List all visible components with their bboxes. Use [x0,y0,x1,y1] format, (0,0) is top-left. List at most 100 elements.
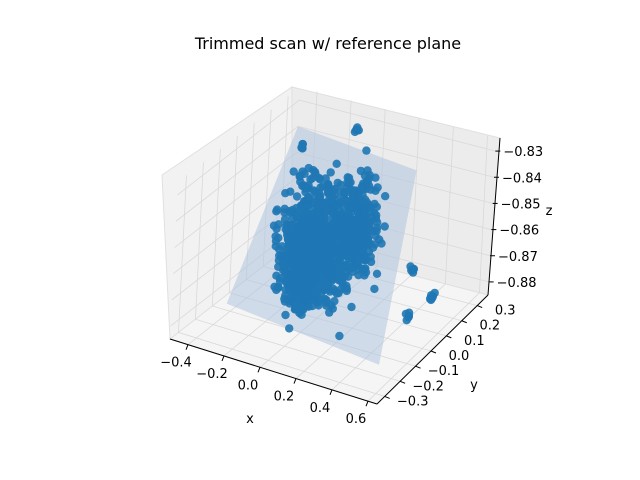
y-tick-mark [399,380,406,384]
scan-point [271,232,280,241]
scan-point [296,307,305,316]
scan-points [269,123,439,341]
scan-point [304,193,313,202]
outlier-point [407,266,416,275]
scan-point [372,269,382,278]
scan-point [272,207,281,216]
scan-point [310,203,320,212]
y-tick-mark [430,350,437,354]
scan-point [291,300,300,310]
x-tick-mark [221,355,225,362]
x-axis-line [169,338,378,405]
scan-point [285,259,295,269]
scan-point [285,285,294,295]
y-tick-mark [477,305,483,309]
y-tick-label: 0.0 [449,349,470,364]
scan-point [347,302,356,312]
scan-point [343,217,352,226]
scan-point [346,226,355,235]
scan-point [324,270,333,279]
scan-point [321,298,331,307]
scan-point [325,195,334,204]
y-tick-mark [446,335,452,339]
y-tick-label: 0.3 [495,304,516,319]
scan-point [362,146,371,155]
scan-point [292,192,302,201]
scan-point [381,192,390,201]
outlier-point [297,143,306,152]
scan-point [340,196,350,205]
scan-point [325,308,334,317]
x-tick-label: 0.6 [346,412,367,427]
scan-point [336,218,345,227]
scan-point [275,277,285,286]
z-tick-label: −0.86 [499,224,539,239]
y-tick-mark [415,365,421,369]
scan-point [314,227,323,236]
z-tick-label: −0.84 [502,171,542,186]
z-ticks: −0.83 −0.84 −0.85 −0.86 −0.87 −0.88 [488,145,543,291]
scan-point [333,270,342,279]
scan-point [338,229,348,238]
scan-point [308,281,317,290]
scan-point [316,219,325,228]
z-axis-label: z [546,204,553,219]
scan-point [311,238,320,247]
scan-point [286,187,295,196]
scan-point [355,228,364,238]
y-tick-label: −0.1 [428,364,460,379]
scan-point [272,224,281,233]
scan-point [289,167,298,176]
scan-point [295,271,304,280]
y-grid-line [195,162,401,382]
outlier-point [401,309,411,319]
y-tick-mark [384,395,390,399]
scan-point [340,272,349,281]
outlier-point [353,123,362,132]
scan-point [321,174,330,183]
z-axis-line [487,137,501,296]
scan-point [299,279,309,288]
scan-point [304,302,313,311]
scan-point [380,222,389,231]
scan-point [310,187,320,196]
x-tick-label: 0.0 [238,378,259,393]
scan-point [315,259,324,268]
chart-title: Trimmed scan w/ reference plane [194,34,461,53]
x-grid-line [367,135,488,402]
scan-point [314,301,323,310]
y-tick-label: −0.2 [412,379,444,394]
scan-point [356,254,365,263]
scan-point [293,257,302,267]
scan-point [364,181,374,191]
y-tick-label: 0.1 [464,334,485,349]
scan-point [313,272,322,281]
scan-point [377,239,386,248]
y-tick-mark [461,320,467,324]
scan-point [344,254,353,263]
scan-point [318,243,328,253]
z-tick-label: −0.85 [501,197,541,212]
scan-point [356,166,366,176]
scan-point [371,173,380,182]
scan-point [343,173,352,182]
x-tick-label: −0.4 [160,356,192,371]
scan-point [356,247,366,257]
scan-point [357,219,367,229]
scan-point [341,260,350,270]
scan-point [360,271,369,280]
scan-point [301,218,310,227]
x-ticks: −0.4 −0.2 0.0 0.2 0.4 0.6 [160,344,369,427]
scan-point [348,187,358,197]
scan-point [362,204,372,213]
scan-point [317,265,326,275]
scan-point [298,235,307,245]
scan-point [364,219,373,228]
scan-point [271,242,280,251]
scan-point [285,324,294,333]
scan-point [320,226,330,236]
scan-point [324,253,333,262]
scan-point [306,211,315,220]
scan-point [314,210,323,220]
